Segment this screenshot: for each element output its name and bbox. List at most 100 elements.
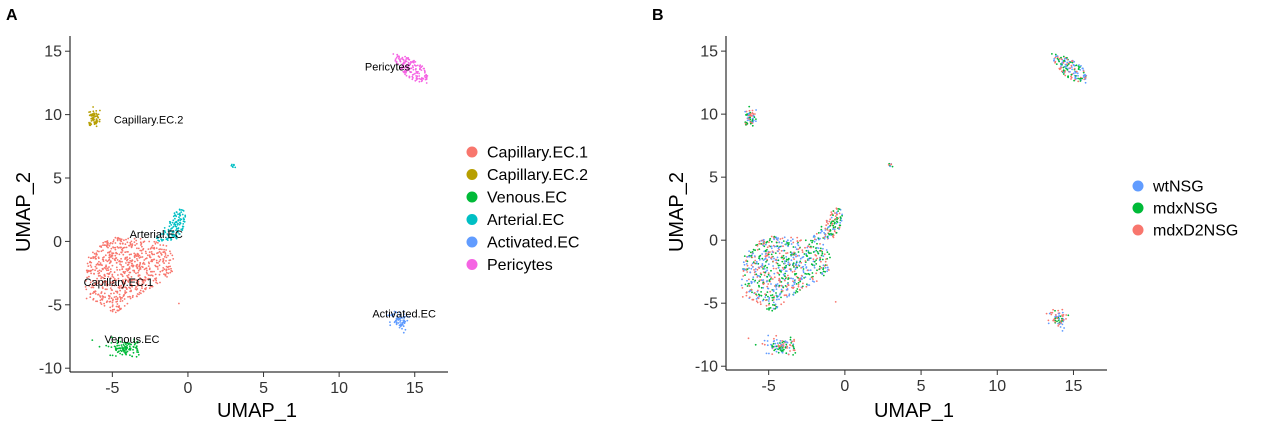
data-point	[129, 295, 131, 298]
data-point	[91, 284, 94, 287]
data-point	[819, 243, 821, 245]
data-point	[155, 241, 158, 244]
y-tick-label: -10	[39, 361, 62, 378]
data-point	[768, 303, 770, 306]
data-point	[92, 297, 95, 300]
data-point	[125, 343, 127, 346]
data-point	[184, 215, 187, 218]
data-point	[758, 257, 760, 260]
data-point	[760, 273, 763, 276]
x-tick-label: -5	[105, 380, 119, 397]
data-point	[177, 213, 179, 216]
data-point	[772, 260, 775, 263]
y-tick-label: 0	[709, 233, 718, 250]
data-point	[766, 291, 769, 293]
cluster-label: Pericytes	[365, 61, 411, 73]
data-point	[100, 303, 103, 305]
data-point	[121, 275, 124, 278]
data-point	[168, 259, 171, 262]
data-point	[775, 241, 778, 244]
data-point	[776, 295, 778, 297]
data-point	[412, 68, 415, 71]
data-point	[790, 269, 792, 272]
data-point	[411, 65, 414, 67]
data-point	[124, 258, 126, 260]
data-point	[1075, 75, 1077, 77]
data-point	[116, 298, 119, 301]
data-point	[124, 286, 126, 288]
data-point	[765, 280, 768, 283]
data-point	[151, 285, 154, 288]
data-point	[146, 272, 149, 275]
data-point	[156, 282, 159, 285]
data-point	[163, 233, 165, 235]
data-point	[773, 276, 776, 279]
data-point	[746, 268, 749, 270]
data-point	[169, 250, 171, 253]
cluster-annotations: PericytesCapillary.EC.2Arterial.ECCapill…	[84, 61, 436, 346]
data-point	[421, 65, 424, 67]
data-point	[120, 344, 123, 346]
data-point	[139, 241, 142, 244]
data-point	[154, 278, 157, 281]
data-point	[778, 347, 781, 350]
data-point	[161, 248, 163, 251]
data-point	[772, 342, 775, 345]
data-point	[811, 276, 814, 279]
x-tick-label: -5	[762, 378, 776, 395]
data-point	[133, 338, 136, 341]
data-point	[121, 260, 123, 263]
data-point	[795, 290, 798, 292]
data-point	[139, 268, 142, 270]
data-point	[100, 263, 102, 266]
data-point	[163, 248, 166, 251]
data-point	[819, 265, 821, 268]
data-point	[111, 336, 113, 339]
data-point	[128, 342, 131, 344]
data-point	[127, 237, 130, 240]
data-point	[127, 296, 129, 298]
data-point	[834, 217, 837, 220]
data-point	[398, 58, 401, 61]
data-point	[107, 269, 110, 272]
data-point	[137, 269, 140, 272]
data-point	[813, 238, 816, 241]
data-point	[403, 317, 405, 319]
data-point	[136, 267, 139, 270]
data-point	[153, 240, 156, 243]
data-point	[391, 315, 394, 318]
data-point	[826, 221, 828, 224]
data-point	[158, 260, 161, 263]
data-point	[85, 269, 88, 272]
data-point	[829, 224, 832, 227]
data-point	[750, 267, 753, 270]
data-point	[1048, 312, 1051, 315]
data-point	[137, 280, 140, 283]
data-point	[397, 318, 400, 321]
data-point	[782, 273, 785, 276]
data-point	[171, 231, 174, 233]
data-point	[828, 232, 830, 235]
data-point	[813, 260, 816, 263]
data-point	[1061, 323, 1064, 326]
data-point	[103, 256, 105, 258]
data-point	[1047, 322, 1050, 325]
data-point	[111, 275, 114, 277]
data-point	[770, 269, 772, 272]
data-point	[116, 259, 119, 261]
data-point	[232, 164, 235, 167]
data-point	[113, 292, 115, 295]
data-point	[103, 302, 105, 305]
data-point	[132, 264, 135, 267]
data-point	[116, 303, 119, 305]
data-point	[147, 277, 150, 280]
data-point	[412, 60, 414, 63]
data-point	[143, 268, 146, 271]
data-point	[807, 269, 810, 272]
data-point	[405, 74, 408, 77]
data-point	[744, 110, 747, 113]
data-point	[133, 278, 136, 281]
data-point	[119, 296, 122, 299]
data-point	[136, 247, 138, 250]
